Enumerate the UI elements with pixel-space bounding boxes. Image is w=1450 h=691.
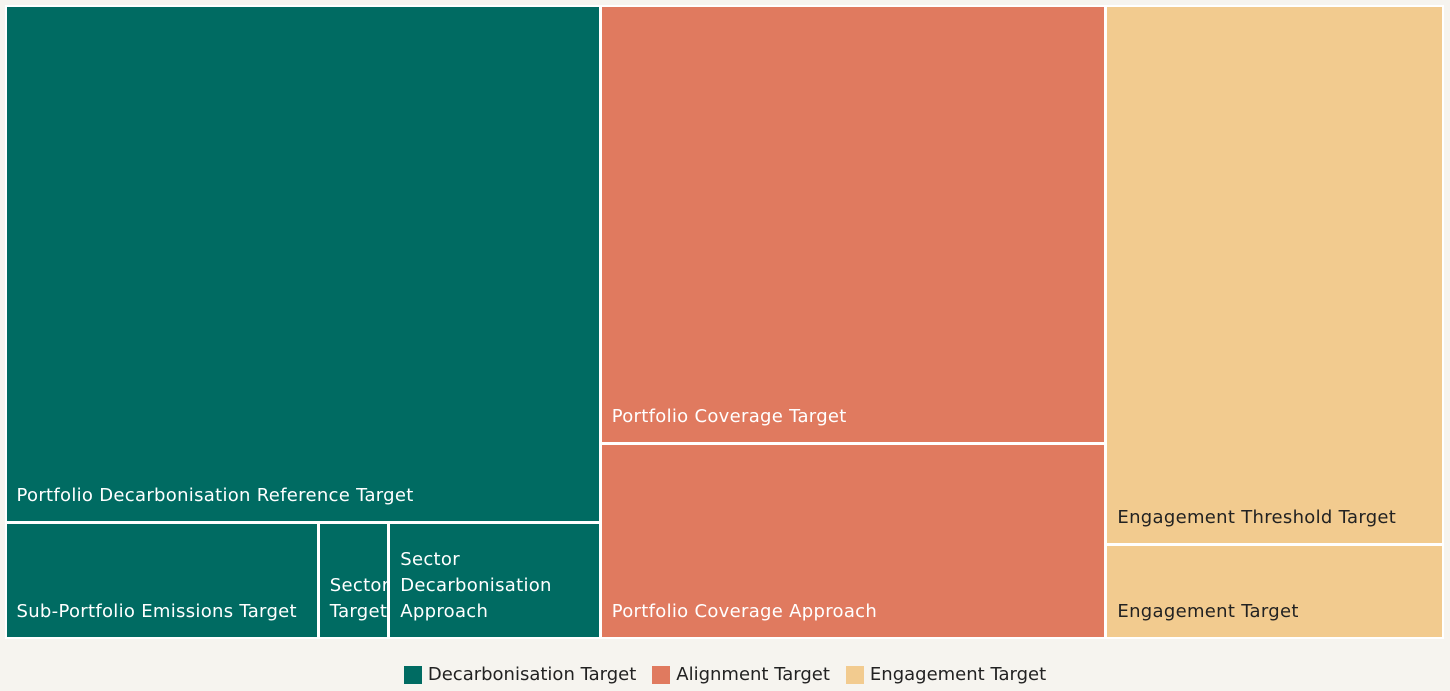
legend-label: Decarbonisation Target	[427, 664, 637, 685]
legend-item: Engagement Target	[845, 664, 1047, 685]
legend-swatch	[652, 665, 671, 684]
cell-label: Sector Target	[329, 575, 390, 623]
treemap-cell: Engagement Threshold Target	[1107, 6, 1443, 543]
treemap-cell: Sub-Portfolio Emissions Target	[6, 523, 317, 638]
cell-label: Portfolio Coverage Approach	[611, 601, 878, 623]
cell-label: Portfolio Coverage Target	[611, 405, 847, 427]
cell-label: Sector Decarbonisation Approach	[400, 549, 552, 623]
cell-label: Engagement Threshold Target	[1117, 506, 1397, 528]
legend-label: Alignment Target	[676, 664, 830, 685]
treemap-cell: Portfolio Coverage Approach	[601, 444, 1105, 638]
treemap-cell: Engagement Target	[1107, 545, 1443, 638]
cell-label: Engagement Target	[1117, 601, 1299, 623]
legend-swatch	[403, 665, 422, 684]
treemap-cell: Sector Decarbonisation Approach	[390, 523, 599, 638]
legend: Decarbonisation Target Alignment Target En…	[0, 664, 1450, 685]
legend-swatch	[845, 665, 864, 684]
legend-item: Decarbonisation Target	[403, 664, 637, 685]
treemap-cell: Portfolio Decarbonisation Reference Targ…	[6, 6, 599, 521]
cell-label: Sub-Portfolio Emissions Target	[16, 601, 297, 623]
treemap-cell: Sector Target	[319, 523, 390, 638]
legend-label: Engagement Target	[869, 664, 1047, 685]
treemap-cell: Portfolio Coverage Target	[601, 6, 1105, 442]
cell-label: Portfolio Decarbonisation Reference Targ…	[16, 484, 414, 506]
treemap: Portfolio Decarbonisation Reference Targ…	[5, 5, 1444, 639]
legend-item: Alignment Target	[652, 664, 830, 685]
